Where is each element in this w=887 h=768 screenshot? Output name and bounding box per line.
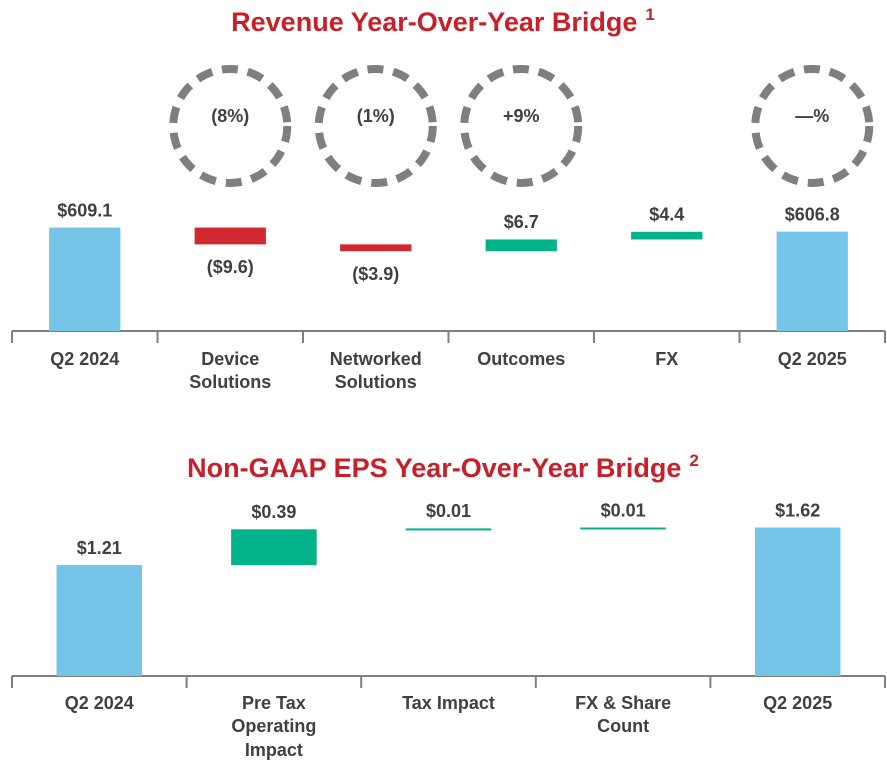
title-note: 2 <box>689 451 698 470</box>
bar <box>194 227 266 245</box>
bar <box>231 529 317 566</box>
x-tick-label: Q2 2024 <box>64 693 134 713</box>
bar <box>405 528 492 531</box>
bubble <box>460 65 583 187</box>
bar <box>776 231 848 331</box>
bar <box>56 565 143 676</box>
chart-title: Revenue Year-Over-Year Bridge 1 <box>231 5 655 37</box>
x-tick-label: FX <box>655 349 679 369</box>
x-tick-label: Tax Impact <box>402 693 495 713</box>
bubble-label: —% <box>795 106 829 126</box>
bubble <box>314 65 437 187</box>
value-label: $609.1 <box>57 200 112 220</box>
title-text: Non-GAAP EPS Year-Over-Year Bridge <box>187 453 681 483</box>
value-label: $4.4 <box>649 205 684 225</box>
x-tick-label: Networked Solutions <box>329 349 422 393</box>
bubble-label: (8%) <box>211 106 249 126</box>
bubble <box>751 65 874 187</box>
value-label: ($9.6) <box>207 257 254 277</box>
x-tick-label: FX & Share Count <box>575 693 672 737</box>
value-label: $0.39 <box>251 502 296 522</box>
bubble <box>169 65 292 187</box>
bar <box>340 244 412 252</box>
chart-title: Non-GAAP EPS Year-Over-Year Bridge 2 <box>187 451 699 483</box>
x-tick-label: Device Solutions <box>189 349 272 393</box>
bar <box>49 227 121 331</box>
title-note: 1 <box>645 5 654 24</box>
value-label: $1.62 <box>775 500 820 520</box>
x-tick-label: Q2 2025 <box>777 349 847 369</box>
bubble-label: +9% <box>503 106 540 126</box>
value-label: $0.01 <box>601 500 646 520</box>
bar <box>580 527 666 530</box>
value-label: $606.8 <box>785 204 840 224</box>
value-label: $1.21 <box>77 538 122 558</box>
value-label: $6.7 <box>504 212 539 232</box>
title-text: Revenue Year-Over-Year Bridge <box>231 7 637 37</box>
bar <box>485 239 557 252</box>
x-tick-label: Outcomes <box>477 349 566 369</box>
value-label: $0.01 <box>426 501 471 521</box>
bar <box>631 231 703 240</box>
bubble-label: (1%) <box>357 106 395 126</box>
bar <box>754 527 841 676</box>
x-tick-label: Pre Tax Operating Impact <box>231 693 317 760</box>
x-tick-label: Q2 2025 <box>763 693 833 713</box>
x-tick-label: Q2 2024 <box>50 349 120 369</box>
value-label: ($3.9) <box>352 264 399 284</box>
